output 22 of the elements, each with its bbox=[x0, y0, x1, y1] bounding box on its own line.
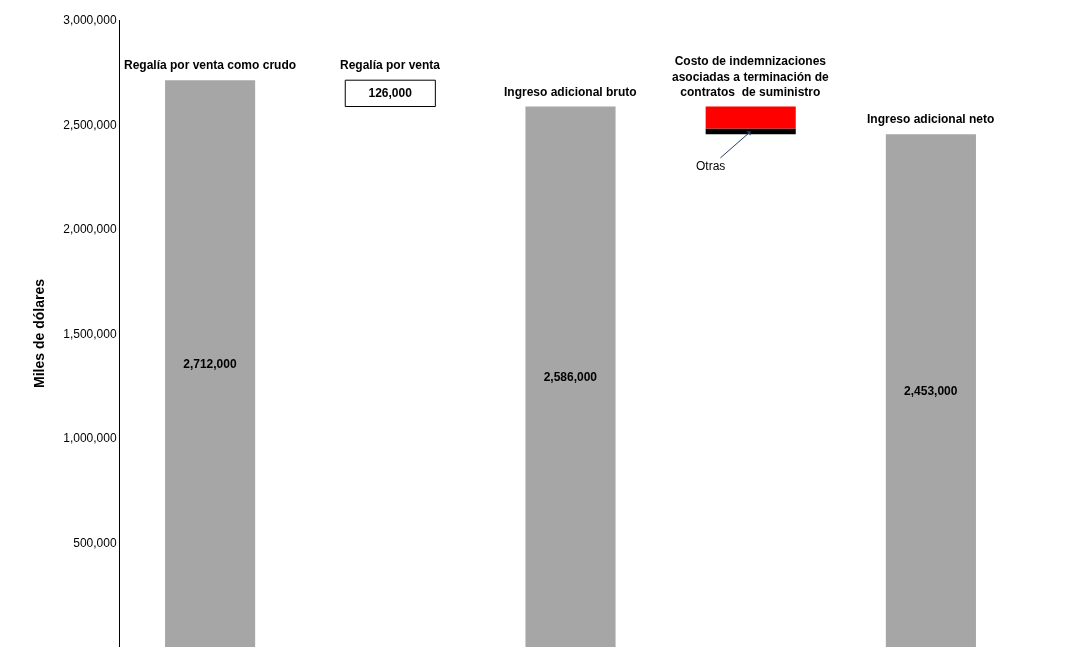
y-tick-label: 1,000,000 bbox=[63, 431, 117, 446]
data-label: 126,000 bbox=[368, 86, 413, 101]
y-axis-title: Miles de dólares bbox=[30, 278, 47, 388]
y-tick-label: 2,500,000 bbox=[63, 117, 117, 132]
x-tick-label: Ingreso adicional bruto bbox=[504, 85, 637, 99]
bar bbox=[705, 128, 796, 135]
bar bbox=[705, 106, 796, 129]
y-tick-label: 500,000 bbox=[73, 535, 117, 550]
bar bbox=[525, 106, 616, 647]
annotation: Otras bbox=[696, 159, 726, 173]
x-tick-label: Costo de indemnizaciones asociadas a terminación de contratos de suministro bbox=[672, 54, 830, 100]
x-tick-label: Regalía por venta como crudo bbox=[124, 58, 297, 72]
data-label: 2,712,000 bbox=[183, 356, 237, 371]
y-tick-label: 2,000,000 bbox=[63, 222, 117, 237]
data-label: 2,586,000 bbox=[543, 369, 598, 384]
bar bbox=[885, 134, 976, 647]
x-tick-label: Ingreso adicional neto bbox=[867, 112, 995, 126]
y-tick-label: 1,500,000 bbox=[63, 326, 117, 341]
data-label: 2,453,000 bbox=[904, 383, 958, 398]
bar bbox=[165, 80, 256, 647]
x-tick-label: Regalía por venta bbox=[340, 58, 441, 72]
y-tick-label: 3,000,000 bbox=[63, 13, 117, 28]
